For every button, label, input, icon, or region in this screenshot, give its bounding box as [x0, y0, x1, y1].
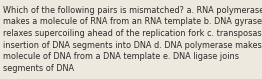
Text: makes a molecule of RNA from an RNA template b. DNA gyrase: makes a molecule of RNA from an RNA temp…: [3, 17, 262, 26]
Text: segments of DNA: segments of DNA: [3, 64, 74, 73]
Text: insertion of DNA segments into DNA d. DNA polymerase makes a: insertion of DNA segments into DNA d. DN…: [3, 41, 262, 50]
Text: relaxes supercoiling ahead of the replication fork c. transposase: relaxes supercoiling ahead of the replic…: [3, 29, 262, 38]
Text: molecule of DNA from a DNA template e. DNA ligase joins: molecule of DNA from a DNA template e. D…: [3, 52, 239, 61]
Text: Which of the following pairs is mismatched? a. RNA polymerase: Which of the following pairs is mismatch…: [3, 6, 262, 15]
